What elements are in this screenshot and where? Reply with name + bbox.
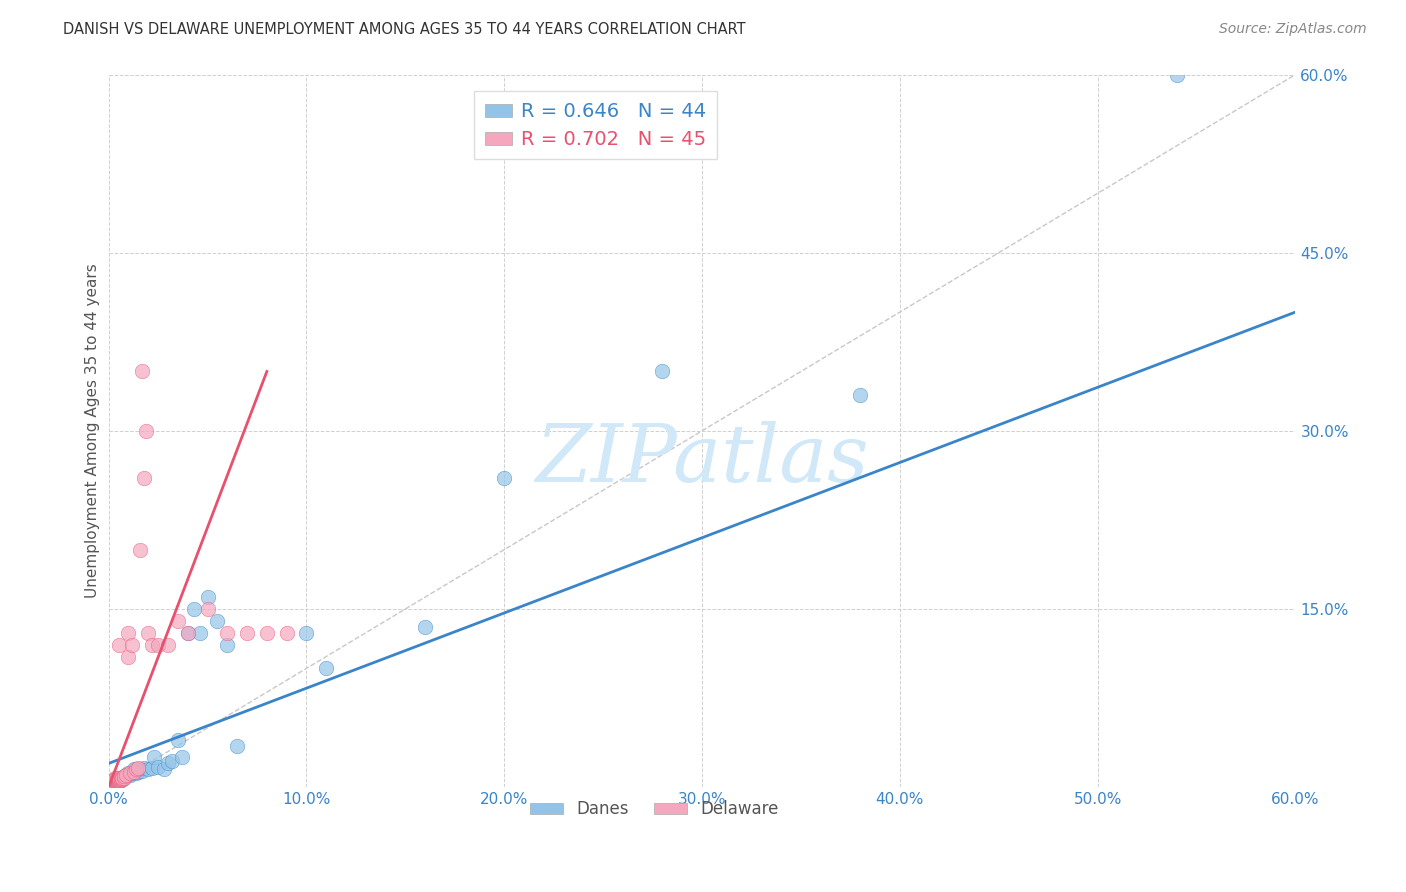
Point (105, 771, 128, 785)
Point (141, 638, 163, 652)
Point (849, 388, 872, 402)
Point (105, 772, 128, 786)
Point (167, 614, 190, 628)
Point (125, 765, 148, 780)
Point (103, 774, 125, 789)
Text: DANISH VS DELAWARE UNEMPLOYMENT AMONG AGES 35 TO 44 YEARS CORRELATION CHART: DANISH VS DELAWARE UNEMPLOYMENT AMONG AG… (63, 22, 747, 37)
Point (117, 625, 139, 640)
Point (111, 772, 134, 786)
Point (183, 602, 205, 616)
Point (156, 756, 179, 771)
Point (146, 760, 169, 774)
Point (127, 761, 149, 775)
Point (256, 625, 278, 640)
Point (197, 590, 219, 604)
Point (131, 764, 153, 778)
Point (170, 750, 193, 764)
Point (146, 638, 169, 652)
Point (110, 771, 132, 785)
Point (143, 750, 166, 764)
Point (197, 602, 219, 616)
Point (651, 364, 673, 378)
Point (107, 774, 129, 789)
Point (103, 772, 125, 787)
Y-axis label: Unemployment Among Ages 35 to 44 years: Unemployment Among Ages 35 to 44 years (86, 263, 100, 599)
Point (120, 768, 142, 782)
Point (134, 761, 156, 775)
Point (124, 763, 146, 777)
Point (107, 771, 129, 785)
Point (295, 625, 318, 640)
Point (117, 649, 139, 664)
Point (105, 771, 128, 785)
Point (129, 542, 152, 557)
Point (134, 471, 156, 485)
Point (107, 772, 129, 787)
Point (276, 625, 298, 640)
Point (121, 638, 143, 652)
Point (124, 764, 146, 779)
Point (1166, 68, 1188, 82)
Point (141, 761, 163, 775)
Point (188, 625, 211, 640)
Point (110, 772, 132, 787)
Point (107, 772, 129, 787)
Point (177, 625, 200, 640)
Point (111, 772, 134, 786)
Point (236, 625, 259, 640)
Legend: Danes, Delaware: Danes, Delaware (523, 794, 786, 825)
Point (217, 625, 239, 640)
Point (101, 772, 124, 787)
Point (136, 625, 159, 640)
Text: ZIPatlas: ZIPatlas (536, 421, 869, 498)
Point (160, 754, 183, 768)
Point (153, 763, 176, 777)
Point (315, 661, 337, 675)
Point (107, 772, 129, 786)
Point (207, 614, 229, 628)
Point (156, 638, 179, 652)
Point (494, 471, 516, 485)
Point (136, 763, 159, 777)
Point (167, 732, 190, 747)
Point (110, 772, 132, 786)
Point (226, 739, 249, 753)
Point (107, 638, 129, 652)
Point (121, 765, 143, 780)
Point (111, 771, 134, 785)
Point (177, 625, 200, 640)
Point (101, 774, 124, 789)
Point (413, 620, 436, 634)
Point (103, 771, 125, 785)
Point (120, 765, 142, 780)
Point (114, 771, 136, 785)
Point (110, 772, 132, 787)
Point (105, 772, 128, 787)
Point (115, 768, 138, 782)
Point (127, 764, 149, 779)
Point (107, 774, 129, 789)
Point (105, 774, 128, 789)
Point (125, 763, 148, 777)
Text: Source: ZipAtlas.com: Source: ZipAtlas.com (1219, 22, 1367, 37)
Point (131, 364, 153, 378)
Point (105, 774, 128, 789)
Point (115, 768, 138, 782)
Point (103, 772, 125, 786)
Point (129, 763, 152, 777)
Point (117, 768, 139, 782)
Point (103, 774, 125, 789)
Point (217, 638, 239, 652)
Point (107, 771, 129, 785)
Point (135, 424, 157, 438)
Point (114, 769, 136, 783)
Point (114, 771, 136, 785)
Point (105, 772, 128, 787)
Point (117, 765, 139, 780)
